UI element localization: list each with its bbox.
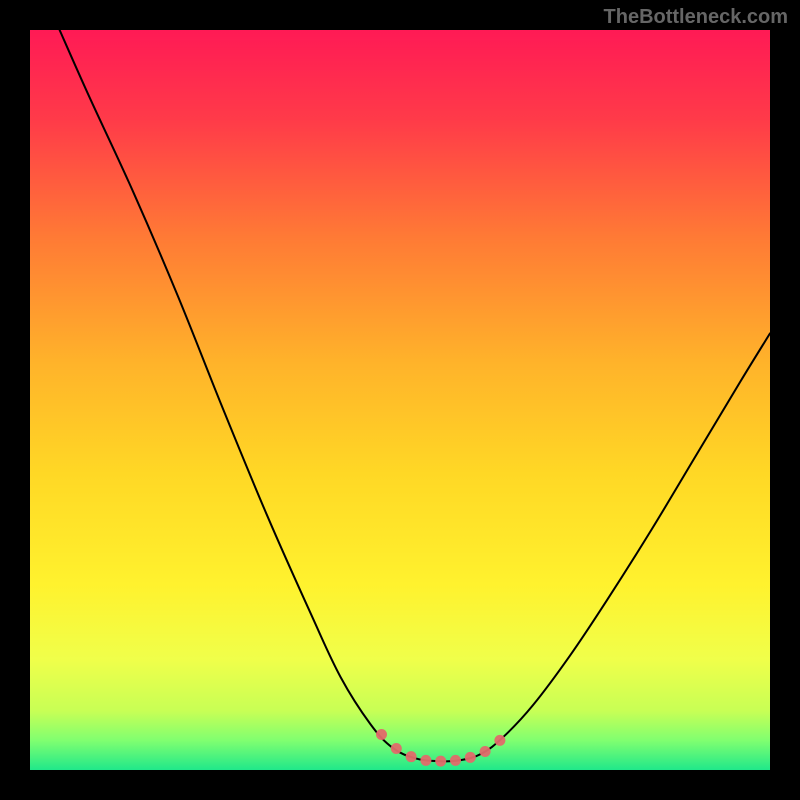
optimal-marker (465, 752, 476, 763)
optimal-marker (406, 751, 417, 762)
optimal-marker (420, 755, 431, 766)
bottleneck-curve-layer (30, 30, 770, 770)
optimal-marker (391, 743, 402, 754)
optimal-marker (494, 735, 505, 746)
optimal-marker (435, 756, 446, 767)
optimal-marker (376, 729, 387, 740)
optimal-range-markers (376, 729, 505, 767)
watermark-text: TheBottleneck.com (604, 6, 788, 29)
plot-area (30, 30, 770, 770)
bottleneck-curve (60, 30, 770, 761)
optimal-marker (450, 755, 461, 766)
optimal-marker (480, 746, 491, 757)
